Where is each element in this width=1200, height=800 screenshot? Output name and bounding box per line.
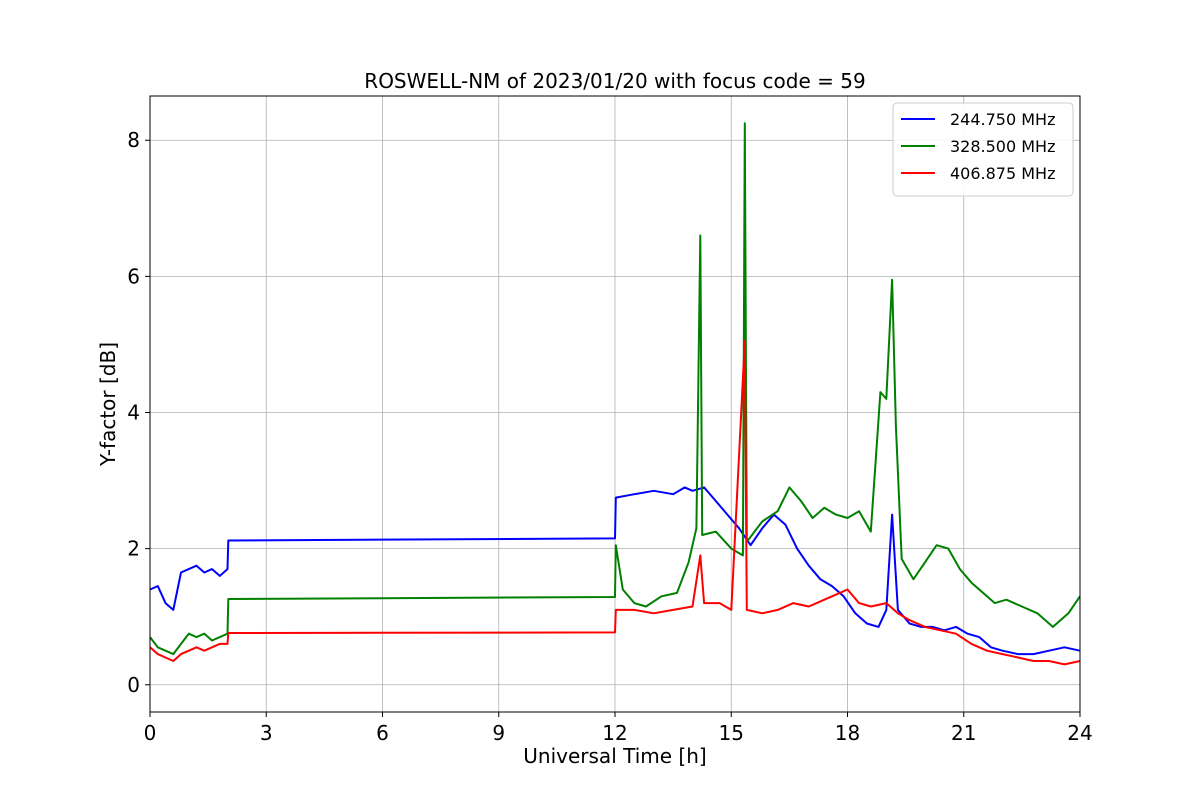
series-line-0 (149, 486, 1081, 656)
series-layer (149, 122, 1081, 666)
y-tick-label-0: 0 (127, 673, 140, 697)
series-line-2 (149, 340, 1081, 666)
legend: 244.750 MHz 328.500 MHz 406.875 MHz (892, 102, 1074, 197)
y-tick-label-3: 6 (127, 264, 140, 288)
chart-title: ROSWELL-NM of 2023/01/20 with focus code… (364, 69, 865, 93)
y-tick-label-2: 4 (127, 401, 140, 425)
x-tick-label-8: 24 (1067, 721, 1092, 745)
x-tick-label-5: 15 (719, 721, 744, 745)
y-tick-label-4: 8 (127, 128, 140, 152)
x-axis-label: Universal Time [h] (523, 744, 706, 768)
x-tick-label-1: 3 (260, 721, 273, 745)
x-tick-label-3: 9 (492, 721, 505, 745)
legend-box (892, 102, 1074, 197)
x-tick-label-7: 21 (951, 721, 976, 745)
y-tick-label-1: 2 (127, 537, 140, 561)
y-axis-label: Y-factor [dB] (96, 342, 120, 467)
legend-label-2: 406.875 MHz (950, 164, 1055, 183)
x-tick-label-2: 6 (376, 721, 389, 745)
x-tick-label-6: 18 (835, 721, 860, 745)
x-tick-label-4: 12 (602, 721, 627, 745)
legend-label-0: 244.750 MHz (950, 110, 1055, 129)
x-tick-label-0: 0 (144, 721, 157, 745)
legend-label-1: 328.500 MHz (950, 137, 1055, 156)
series-line-1 (149, 122, 1081, 656)
